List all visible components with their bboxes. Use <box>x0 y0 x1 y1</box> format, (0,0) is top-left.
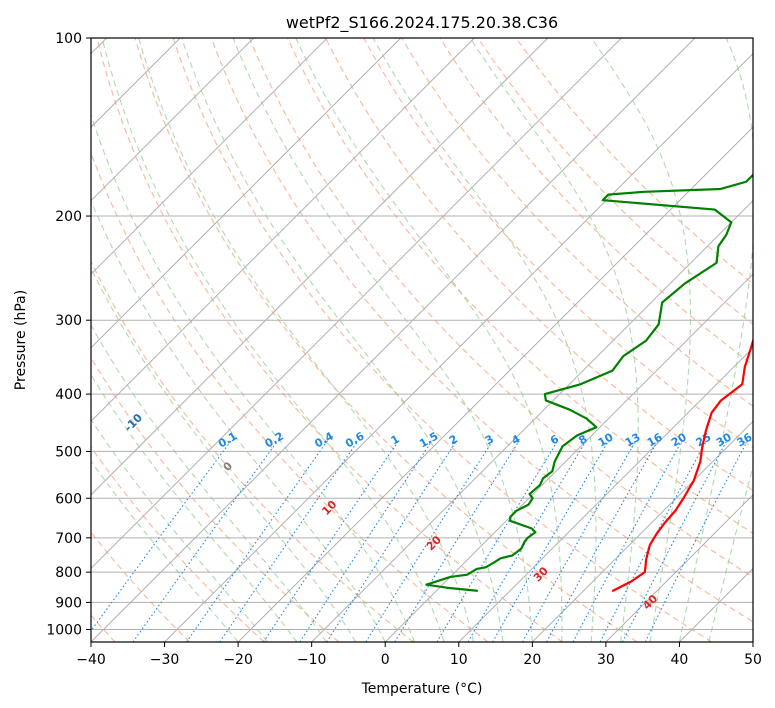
dry-adiabat-line <box>286 38 753 535</box>
x-tick-label: 40 <box>671 652 689 668</box>
moist-adiabat-line <box>91 199 386 642</box>
moist-adiabat-line <box>295 38 563 642</box>
moist-adiabat-line <box>91 112 416 642</box>
isotherm-line <box>237 126 753 642</box>
isotherm-line <box>91 38 402 349</box>
moist-adiabat-line <box>708 464 753 642</box>
y-tick-label: 400 <box>55 387 82 403</box>
mixing-ratio-line <box>521 440 637 642</box>
mixing-ratio-line <box>365 440 494 642</box>
moist-adiabat-line <box>678 38 753 642</box>
isotherm-line <box>91 38 622 570</box>
y-tick-label: 900 <box>55 595 82 611</box>
y-tick-label: 200 <box>55 209 82 225</box>
mixing-ratio-line <box>91 440 232 632</box>
x-tick-label: −20 <box>223 652 253 668</box>
moist-adiabat-line <box>101 38 445 642</box>
isotherm-line <box>91 38 328 275</box>
dry-adiabat-line <box>324 38 753 492</box>
x-tick-label: 30 <box>597 652 615 668</box>
dry-adiabat-line <box>172 38 713 642</box>
dry-adiabat-line <box>248 38 753 578</box>
mixing-ratio-line <box>467 440 587 642</box>
x-tick-label: −40 <box>76 652 106 668</box>
x-axis: −40 −30 −20 −10 0 10 20 30 40 50 <box>76 642 762 668</box>
moist-adiabat-line <box>91 323 327 642</box>
mixing-ratio-line <box>436 440 559 642</box>
moist-adiabat-line <box>181 38 504 642</box>
sounding-series <box>425 173 753 592</box>
temperature-line <box>611 337 753 592</box>
moist-adiabat-line <box>91 418 268 642</box>
y-tick-label: 700 <box>55 531 82 547</box>
dry-adiabats <box>91 38 753 642</box>
mixing-ratio-line <box>492 440 610 642</box>
mixing-ratio-line <box>263 440 399 642</box>
mixing-ratio-line <box>186 440 328 642</box>
y-tick-label: 1000 <box>46 622 82 638</box>
moist-adiabat-line <box>372 38 597 642</box>
dry-adiabat-line <box>210 38 753 623</box>
isotherm-line <box>91 38 549 496</box>
mixing-ratio-line <box>644 440 748 642</box>
mixing-ratio-line <box>546 440 659 642</box>
chart-title: wetPf2_S166.2024.175.20.38.C36 <box>286 13 558 33</box>
isotherm-line <box>605 494 753 642</box>
y-axis: 100 200 300 400 500 600 700 800 900 1000 <box>46 31 91 638</box>
moist-adiabats <box>91 38 753 642</box>
x-tick-label: −30 <box>150 652 180 668</box>
dry-adiabat-line <box>515 38 753 285</box>
moist-adiabat-line <box>138 38 475 642</box>
y-axis-title: Pressure (hPa) <box>13 290 29 390</box>
dewpoint-line <box>425 173 753 592</box>
y-tick-label: 800 <box>55 565 82 581</box>
moist-adiabat-line <box>91 373 298 642</box>
dry-adiabat-line <box>91 445 265 642</box>
mixing-ratio-label: 36 <box>735 430 755 449</box>
dry-adiabat-line <box>91 260 414 642</box>
plot-area: 0.10.20.40.611.52346810131620253036-100-… <box>91 38 755 642</box>
dry-adiabat-line <box>134 38 638 642</box>
mixing-ratio-line <box>299 440 433 642</box>
y-tick-label: 600 <box>55 491 82 507</box>
isotherm-line <box>91 38 696 642</box>
mixing-ratio-line <box>394 440 520 642</box>
isotherm-line <box>311 199 753 642</box>
x-tick-label: 50 <box>744 652 762 668</box>
isotherm-line <box>384 273 753 642</box>
mixing-ratio-line <box>326 440 458 642</box>
moist-adiabat-line <box>469 38 639 642</box>
isotherm-line <box>531 420 753 642</box>
x-axis-title: Temperature (°C) <box>361 681 483 697</box>
y-tick-label: 100 <box>55 31 82 47</box>
dry-adiabat-line <box>91 356 340 642</box>
moist-adiabat-line <box>91 266 357 642</box>
skewed-isotherms <box>91 38 753 642</box>
x-tick-label: −10 <box>297 652 327 668</box>
mixing-ratio-lines <box>91 440 748 642</box>
moist-adiabat-line <box>232 38 533 642</box>
y-tick-label: 500 <box>55 444 82 460</box>
x-tick-label: 10 <box>450 652 468 668</box>
dry-adiabat-line <box>96 38 563 642</box>
y-tick-label: 300 <box>55 313 82 329</box>
x-tick-label: 0 <box>381 652 390 668</box>
mixing-ratio-line <box>219 440 359 642</box>
plot-frame <box>90 37 754 643</box>
isotherm-line <box>91 38 475 423</box>
x-tick-label: 20 <box>523 652 541 668</box>
isotherm-line <box>91 38 255 202</box>
isotherm-line <box>458 347 753 642</box>
moist-adiabat-line <box>91 460 239 642</box>
isotherm-line <box>164 52 753 642</box>
